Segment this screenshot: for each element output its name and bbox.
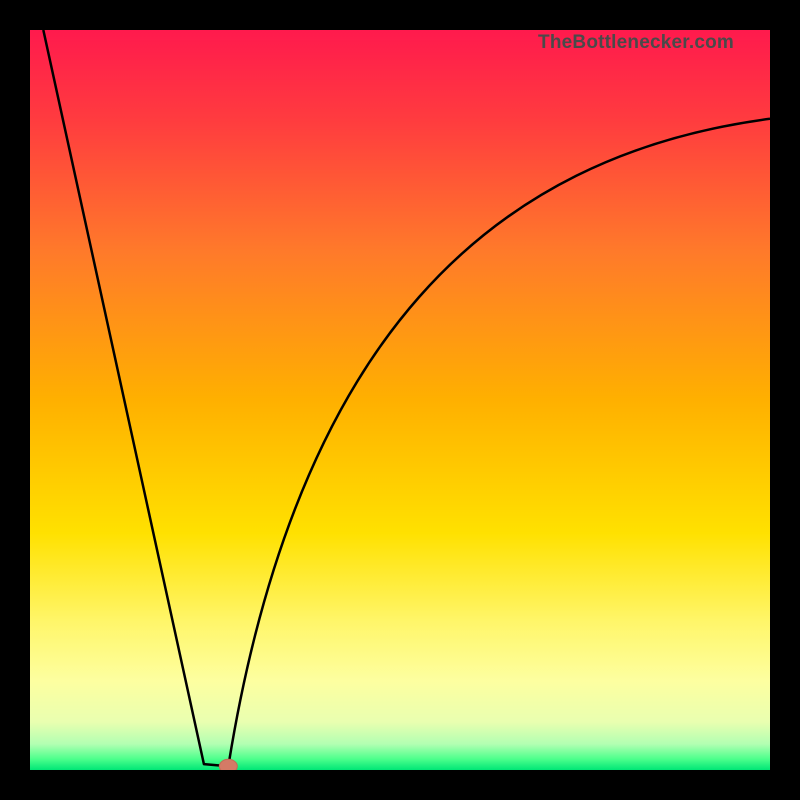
watermark-text: TheBottlenecker.com	[538, 32, 734, 54]
optimum-marker	[219, 759, 237, 770]
plot-area	[30, 30, 770, 770]
chart-frame: TheBottlenecker.com	[0, 0, 800, 800]
chart-svg	[30, 30, 770, 770]
gradient-background	[30, 30, 770, 770]
